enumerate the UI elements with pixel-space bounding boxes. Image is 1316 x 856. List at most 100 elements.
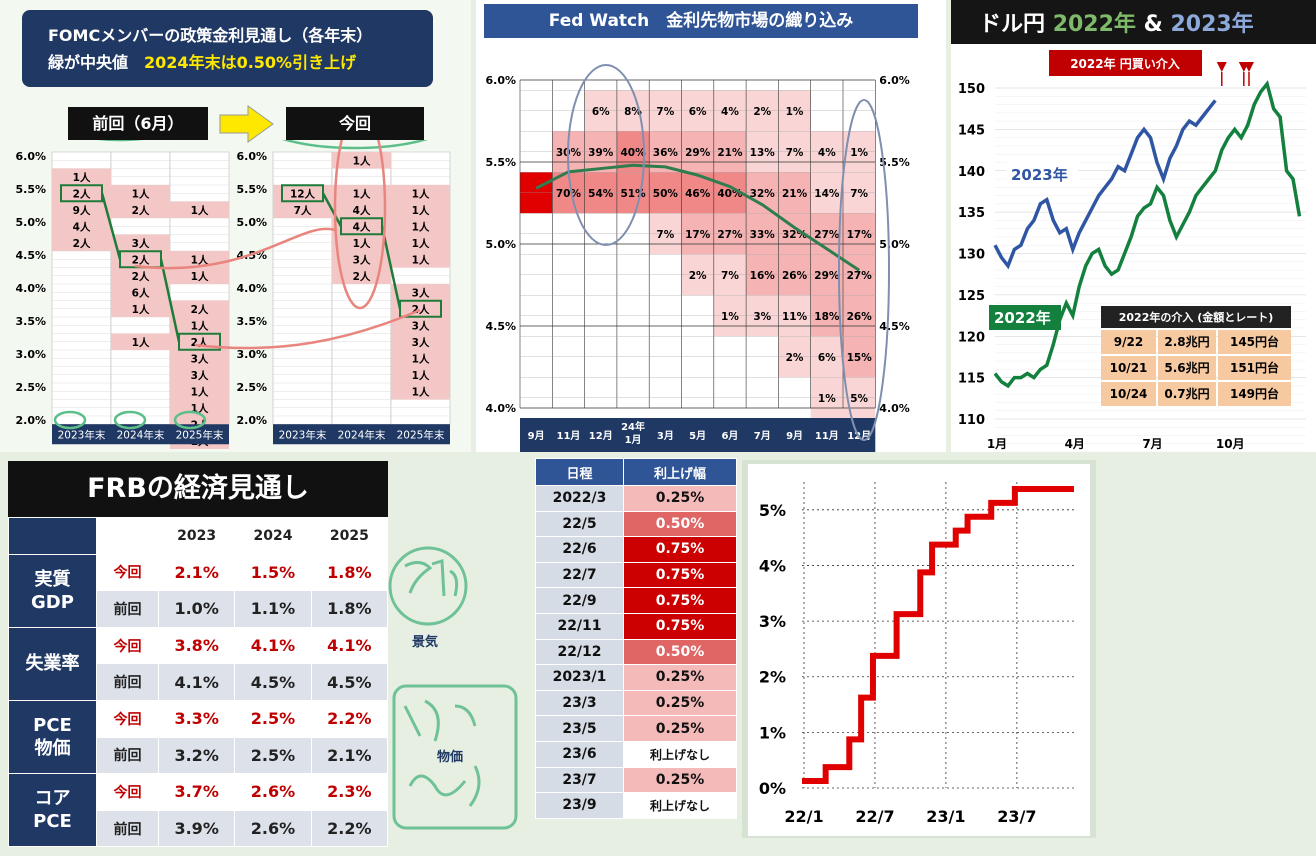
fomc-col-label: 2025年末 [397, 428, 445, 441]
fomc-dot-cell [391, 300, 450, 317]
hike-date: 22/6 [535, 536, 624, 563]
fomc-dot-cell [111, 300, 170, 317]
frb-title: FRBの経済見通し [8, 461, 388, 517]
fomc-dot-label: 1人 [412, 253, 430, 266]
frb-prev-label: 前回 [96, 590, 159, 628]
usd-intervention-cell [1218, 330, 1291, 354]
usd-intervention-marker-icon [1216, 62, 1227, 72]
fomc-title-box: FOMCメンバーの政策金利見通し（各年末） 緑が中央値 2024年末は0.50%… [22, 10, 433, 87]
fed-x-label: 11月 [556, 430, 580, 442]
fomc-dot-cell [332, 185, 391, 202]
fomc-annotation-stroke [134, 227, 336, 270]
fed-prob-label: 54% [588, 188, 614, 200]
fed-x-label: 1月 [625, 434, 642, 446]
fomc-dot-label: 3人 [132, 237, 150, 250]
hike-amount: 0.75% [623, 587, 737, 614]
fomc-dot-label: 1人 [132, 336, 150, 349]
fomc-dot-cell [111, 251, 170, 268]
fomc-dot-label: 2人 [73, 187, 91, 200]
hike-date: 22/9 [535, 587, 624, 614]
fomc-dot-label: 1人 [132, 187, 150, 200]
fomc-dot-cell [111, 185, 170, 202]
fed-x-label: 3月 [657, 430, 674, 442]
fomc-dot-cell [111, 267, 170, 284]
fomc-dot-cell [170, 317, 229, 334]
fed-prob-label: 27% [717, 229, 743, 241]
fed-prob-label: 29% [814, 270, 840, 282]
step-plot-bg [748, 464, 1090, 836]
usd-intervention-cell [1101, 356, 1156, 380]
frb-prev-value: 1.1% [234, 590, 312, 628]
fed-prob-label: 16% [750, 270, 776, 282]
fed-prob-label: 2% [786, 352, 804, 364]
fed-prob-label: 70% [556, 188, 582, 200]
usd-y-tick: 115 [958, 372, 985, 387]
step-x-tick: 22/7 [855, 807, 894, 826]
usd-label-2022-bg [989, 305, 1061, 330]
fed-prob-label: 51% [620, 188, 646, 200]
annotation-keiki: 景気 [412, 634, 438, 650]
frb-row-label: PCE 物価 [8, 699, 97, 775]
fomc-dot-cell [391, 366, 450, 383]
annotation-circle-keiki [388, 546, 468, 626]
hike-header-amount: 利上げ幅 [623, 458, 737, 486]
usd-label-2023: 2023年 [1011, 166, 1068, 184]
rate-hike-panel: 日程 利上げ幅 2022/3 0.25% 22/5 0.50% 22/6 0.75% 22/7 0… [535, 458, 740, 838]
fedwatch-panel: Fed Watch 金利先物市場の織り込み 6.0% 6.0% 5.5% 5.5% 5.… [476, 0, 946, 452]
frb-now-label: 今回 [96, 699, 159, 738]
policy-rate-step-chart: 0% 1% 2% 3% 4% 5% 22/1 22/7 23/1 23/7 [748, 464, 1090, 836]
fomc-dot-label: 1人 [412, 220, 430, 233]
usd-intervention-value: 151円台 [1230, 360, 1279, 375]
frb-row-label: 失業率 [8, 626, 97, 701]
fed-prob-label: 39% [588, 147, 614, 159]
fedwatch-heatmap: 6.0% 6.0% 5.5% 5.5% 5.0% 5.0% 4.5% 4.5% 4.0% 4.0%… [485, 64, 910, 452]
usd-intervention-marker-icon [1243, 62, 1254, 72]
hike-amount: 0.75% [623, 561, 737, 589]
fomc-y-tick-left: 4.5% [15, 249, 46, 262]
annotation-bukka: 物価 [437, 749, 463, 765]
fomc-dot-label: 1人 [191, 204, 209, 217]
usd-x-tick: 4月 [1065, 437, 1085, 451]
fomc-dot-cell [170, 201, 229, 218]
usd-intervention-table-header [1101, 306, 1291, 328]
fomc-y-tick-right: 6.0% [236, 150, 267, 163]
fomc-dot-label: 1人 [353, 154, 371, 167]
usd-intervention-value: 5.6兆円 [1164, 360, 1209, 375]
fomc-dot-label: 1人 [191, 319, 209, 332]
usd-y-tick: 150 [958, 82, 985, 97]
frb-prev-value: 2.5% [234, 736, 312, 775]
hike-date: 23/9 [535, 792, 624, 819]
frb-prev-value: 1.8% [310, 590, 389, 628]
frb-prev-label: 前回 [96, 809, 159, 848]
frb-prev-label: 前回 [96, 663, 159, 701]
fed-x-label: 9月 [786, 430, 803, 442]
fomc-dot-label: 1人 [412, 385, 430, 398]
fomc-dot-label: 3人 [412, 336, 430, 349]
frb-now-label: 今回 [96, 626, 159, 665]
fomc-dot-cell [391, 383, 450, 400]
usd-banner-text: 2022年 円買い介入 [1070, 56, 1180, 71]
fed-y-tick-left: 5.0% [485, 238, 516, 251]
fed-prob-label: 15% [847, 352, 873, 364]
usd-label-2022: 2022年 [994, 309, 1051, 327]
usd-x-tick: 10月 [1216, 437, 1245, 451]
frb-prev-value: 3.9% [157, 809, 236, 848]
usd-intervention-value: 149円台 [1230, 386, 1279, 401]
fomc-dot-label: 1人 [73, 171, 91, 184]
usd-y-tick: 110 [958, 413, 985, 428]
usd-intervention-value: 9/22 [1114, 335, 1143, 349]
usd-intervention-cell [1101, 382, 1156, 406]
fomc-dot-cell [273, 185, 332, 202]
fomc-dot-label: 1人 [191, 270, 209, 283]
fomc-dot-label: 2人 [132, 204, 150, 217]
fomc-arrow-icon [219, 105, 274, 143]
fomc-dot-cell [111, 284, 170, 301]
usd-intervention-cell [1158, 330, 1216, 354]
fed-x-label: 6月 [721, 430, 738, 442]
fomc-dot-cell [111, 234, 170, 251]
usd-label-2023-bg [1006, 162, 1078, 186]
fed-x-label: 11月 [815, 430, 839, 442]
fomc-dot-cell [170, 267, 229, 284]
fomc-dot-cell [52, 234, 111, 251]
fed-expected-path [535, 163, 860, 272]
